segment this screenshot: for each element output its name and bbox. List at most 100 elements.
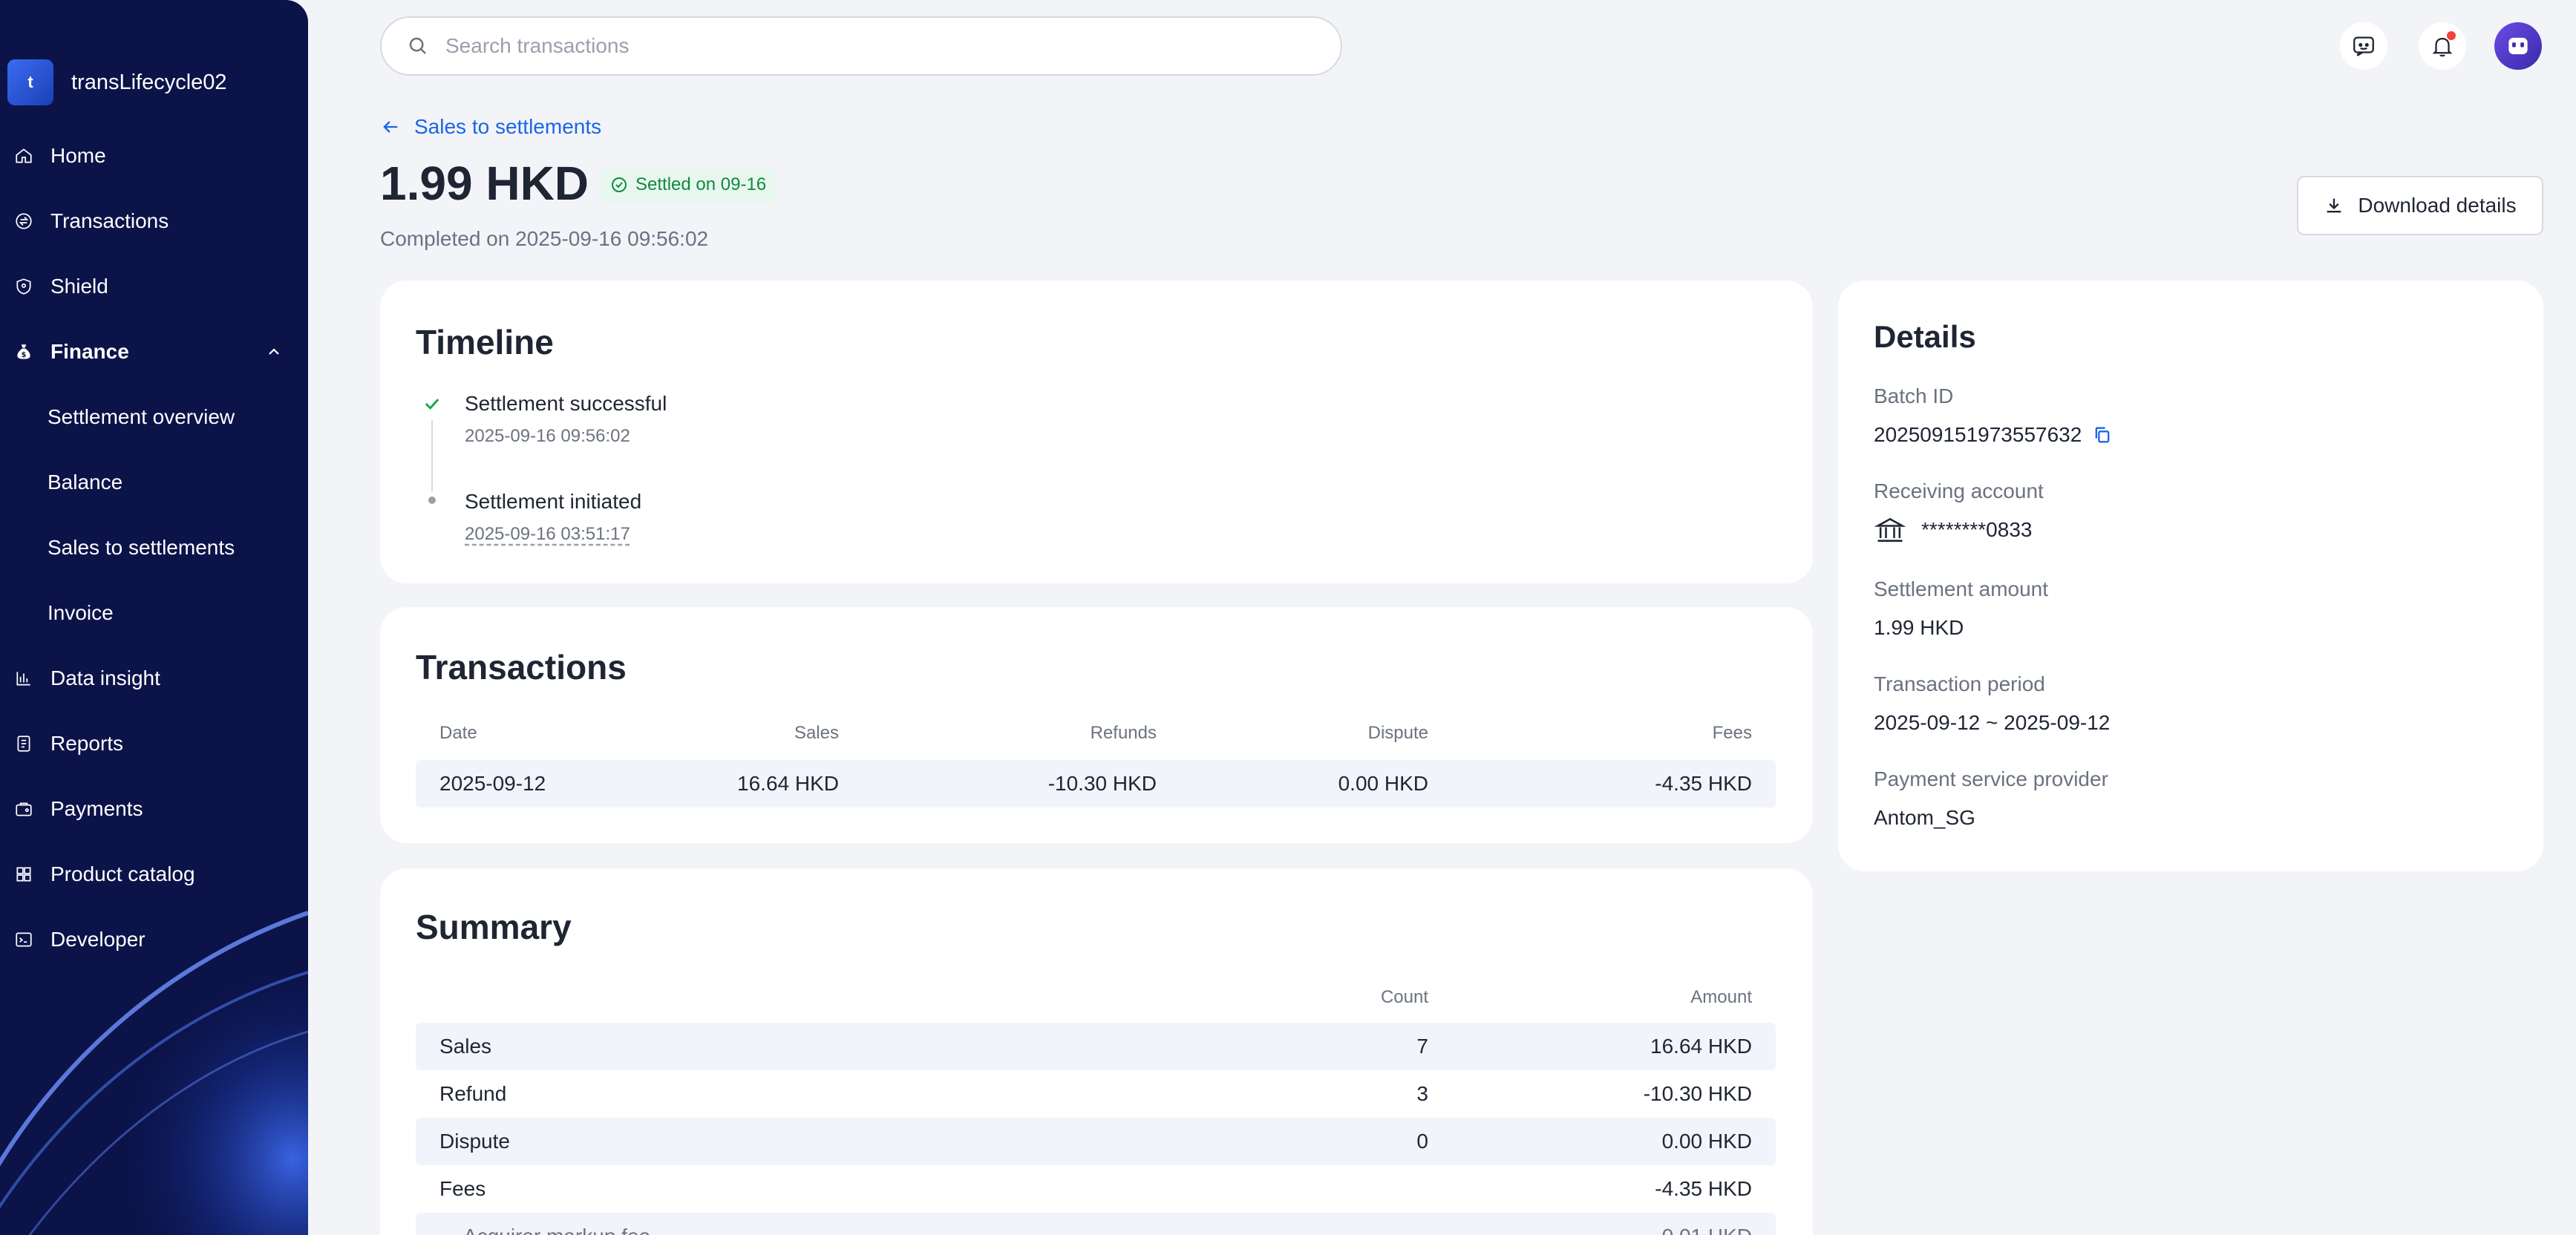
column-header: Count (1380, 987, 1428, 1007)
timeline-event-label: Settlement initiated (465, 490, 642, 513)
search-bar[interactable] (380, 16, 1342, 76)
timeline-card: Timeline Settlement successful 2025-09-1… (380, 281, 1813, 583)
sidebar-item-label: Balance (48, 471, 123, 494)
timeline-connector (431, 420, 433, 491)
transactions-title: Transactions (416, 648, 627, 687)
download-details-button[interactable]: Download details (2297, 176, 2543, 235)
batch-id-value: 202509151973557632 (1874, 423, 2113, 447)
details-title: Details (1874, 319, 1976, 354)
column-header: Sales (794, 723, 839, 743)
back-link-label: Sales to settlements (414, 115, 602, 138)
cell-count: 3 (1416, 1082, 1428, 1105)
payments-icon (13, 799, 34, 819)
sidebar-item-payments[interactable]: Payments (0, 787, 308, 831)
table-row: Fees -4.35 HKD (416, 1165, 1776, 1213)
cell-date: 2025-09-12 (439, 772, 546, 795)
data-insight-icon (13, 668, 34, 689)
search-input[interactable] (445, 34, 1262, 58)
receiving-account-text: ********0833 (1921, 518, 2033, 541)
search-icon (409, 37, 426, 54)
svg-text:$: $ (22, 351, 27, 359)
table-row: Refund 3 -10.30 HKD (416, 1070, 1776, 1118)
summary-card: Summary Count Amount Sales 7 16.64 HKD R… (380, 868, 1813, 1235)
sidebar-item-label: Transactions (50, 209, 169, 232)
sidebar-item-label: Shield (50, 275, 108, 298)
sidebar-item-transactions[interactable]: Transactions (0, 199, 308, 243)
cell-amount: -10.30 HKD (1643, 1082, 1752, 1105)
cell-amount: 16.64 HKD (1650, 1035, 1752, 1058)
cell-count: 7 (1416, 1035, 1428, 1058)
details-card: Details Batch ID 202509151973557632 Rece… (1838, 281, 2543, 871)
brand-name: transLifecycle02 (71, 70, 227, 94)
page-title: 1.99 HKD (380, 157, 589, 210)
table-header: Count Amount (416, 981, 1776, 1014)
brand[interactable]: t transLifecycle02 (7, 58, 227, 107)
cell-type: Fees (439, 1177, 486, 1200)
sidebar-item-balance[interactable]: Balance (0, 460, 308, 505)
timeline-event-label: Settlement successful (465, 392, 667, 415)
settlement-amount-value: 1.99 HKD (1874, 616, 1964, 639)
sidebar-item-shield[interactable]: Shield (0, 264, 308, 309)
reports-icon (13, 733, 34, 754)
cell-refunds: -10.30 HKD (1047, 772, 1157, 795)
sidebar-item-label: Product catalog (50, 862, 195, 885)
cell-type: Refund (439, 1082, 507, 1105)
table-row: Sales 7 16.64 HKD (416, 1023, 1776, 1070)
sidebar-item-label: Sales to settlements (48, 536, 235, 559)
sidebar-item-reports[interactable]: Reports (0, 721, 308, 766)
column-header: Refunds (1090, 723, 1157, 743)
cell-amount: -4.35 HKD (1655, 1177, 1752, 1200)
chat-bot-icon (2353, 36, 2374, 56)
settlement-amount-label: Settlement amount (1874, 577, 2049, 600)
sidebar-item-label: Invoice (48, 601, 114, 624)
arrow-left-icon (383, 121, 398, 133)
column-header: Fees (1712, 723, 1752, 743)
notification-dot (2447, 31, 2456, 40)
product-catalog-icon (13, 864, 34, 885)
avatar[interactable] (2494, 22, 2542, 70)
chevron-up-icon[interactable] (265, 343, 283, 361)
batch-id-text: 202509151973557632 (1874, 423, 2082, 446)
table-row: Acquirer markup fee -0.01 HKD (416, 1213, 1776, 1235)
sidebar-item-product-catalog[interactable]: Product catalog (0, 852, 308, 897)
psp-value: Antom_SG (1874, 806, 1975, 829)
shield-icon (13, 276, 34, 297)
brand-logo: t (7, 59, 53, 105)
transactions-icon (13, 211, 34, 232)
notifications-button[interactable] (2419, 22, 2466, 70)
cell-fees: -4.35 HKD (1655, 772, 1752, 795)
sidebar-item-label: Developer (50, 928, 146, 951)
timeline-event-time: 2025-09-16 09:56:02 (465, 426, 630, 446)
cell-amount: -0.01 HKD (1452, 1225, 1776, 1235)
sidebar-item-label: Reports (50, 732, 124, 755)
status-badge: Settled on 09-16 (600, 168, 777, 202)
home-icon (13, 145, 34, 166)
sidebar-item-label: Settlement overview (48, 405, 235, 428)
receiving-account-label: Receiving account (1874, 479, 2044, 502)
sidebar-item-home[interactable]: Home (0, 134, 308, 178)
table-row[interactable]: 2025-09-12 16.64 HKD -10.30 HKD 0.00 HKD… (416, 760, 1776, 808)
copy-icon[interactable] (2092, 425, 2113, 445)
sidebar-item-settlement-overview[interactable]: Settlement overview (0, 395, 308, 439)
sidebar-item-data-insight[interactable]: Data insight (0, 656, 308, 701)
receiving-account-value: ********0833 (1874, 514, 2032, 546)
sidebar-item-finance[interactable]: $ Finance (0, 330, 308, 374)
column-header: Date (439, 723, 477, 743)
sidebar-item-sales-to-settlements[interactable]: Sales to settlements (0, 525, 308, 570)
bank-icon (1874, 517, 1906, 542)
status-badge-label: Settled on 09-16 (635, 174, 767, 194)
cell-amount: 0.00 HKD (1661, 1130, 1752, 1153)
sidebar-item-developer[interactable]: Developer (0, 917, 308, 962)
cell-sales: 16.64 HKD (737, 772, 839, 795)
sidebar-item-label: Payments (50, 797, 143, 820)
timeline-event: Settlement initiated 2025-09-16 03:51:17 (465, 490, 641, 545)
timeline-title: Timeline (416, 323, 554, 361)
timeline-event: Settlement successful 2025-09-16 09:56:0… (465, 392, 667, 447)
finance-icon: $ (13, 341, 34, 362)
sidebar-item-invoice[interactable]: Invoice (0, 591, 308, 635)
back-link[interactable]: Sales to settlements (380, 115, 601, 139)
summary-title: Summary (416, 908, 572, 946)
timeline-event-time[interactable]: 2025-09-16 03:51:17 (465, 524, 630, 544)
chat-support-button[interactable] (2340, 22, 2387, 70)
psp-label: Payment service provider (1874, 767, 2108, 790)
